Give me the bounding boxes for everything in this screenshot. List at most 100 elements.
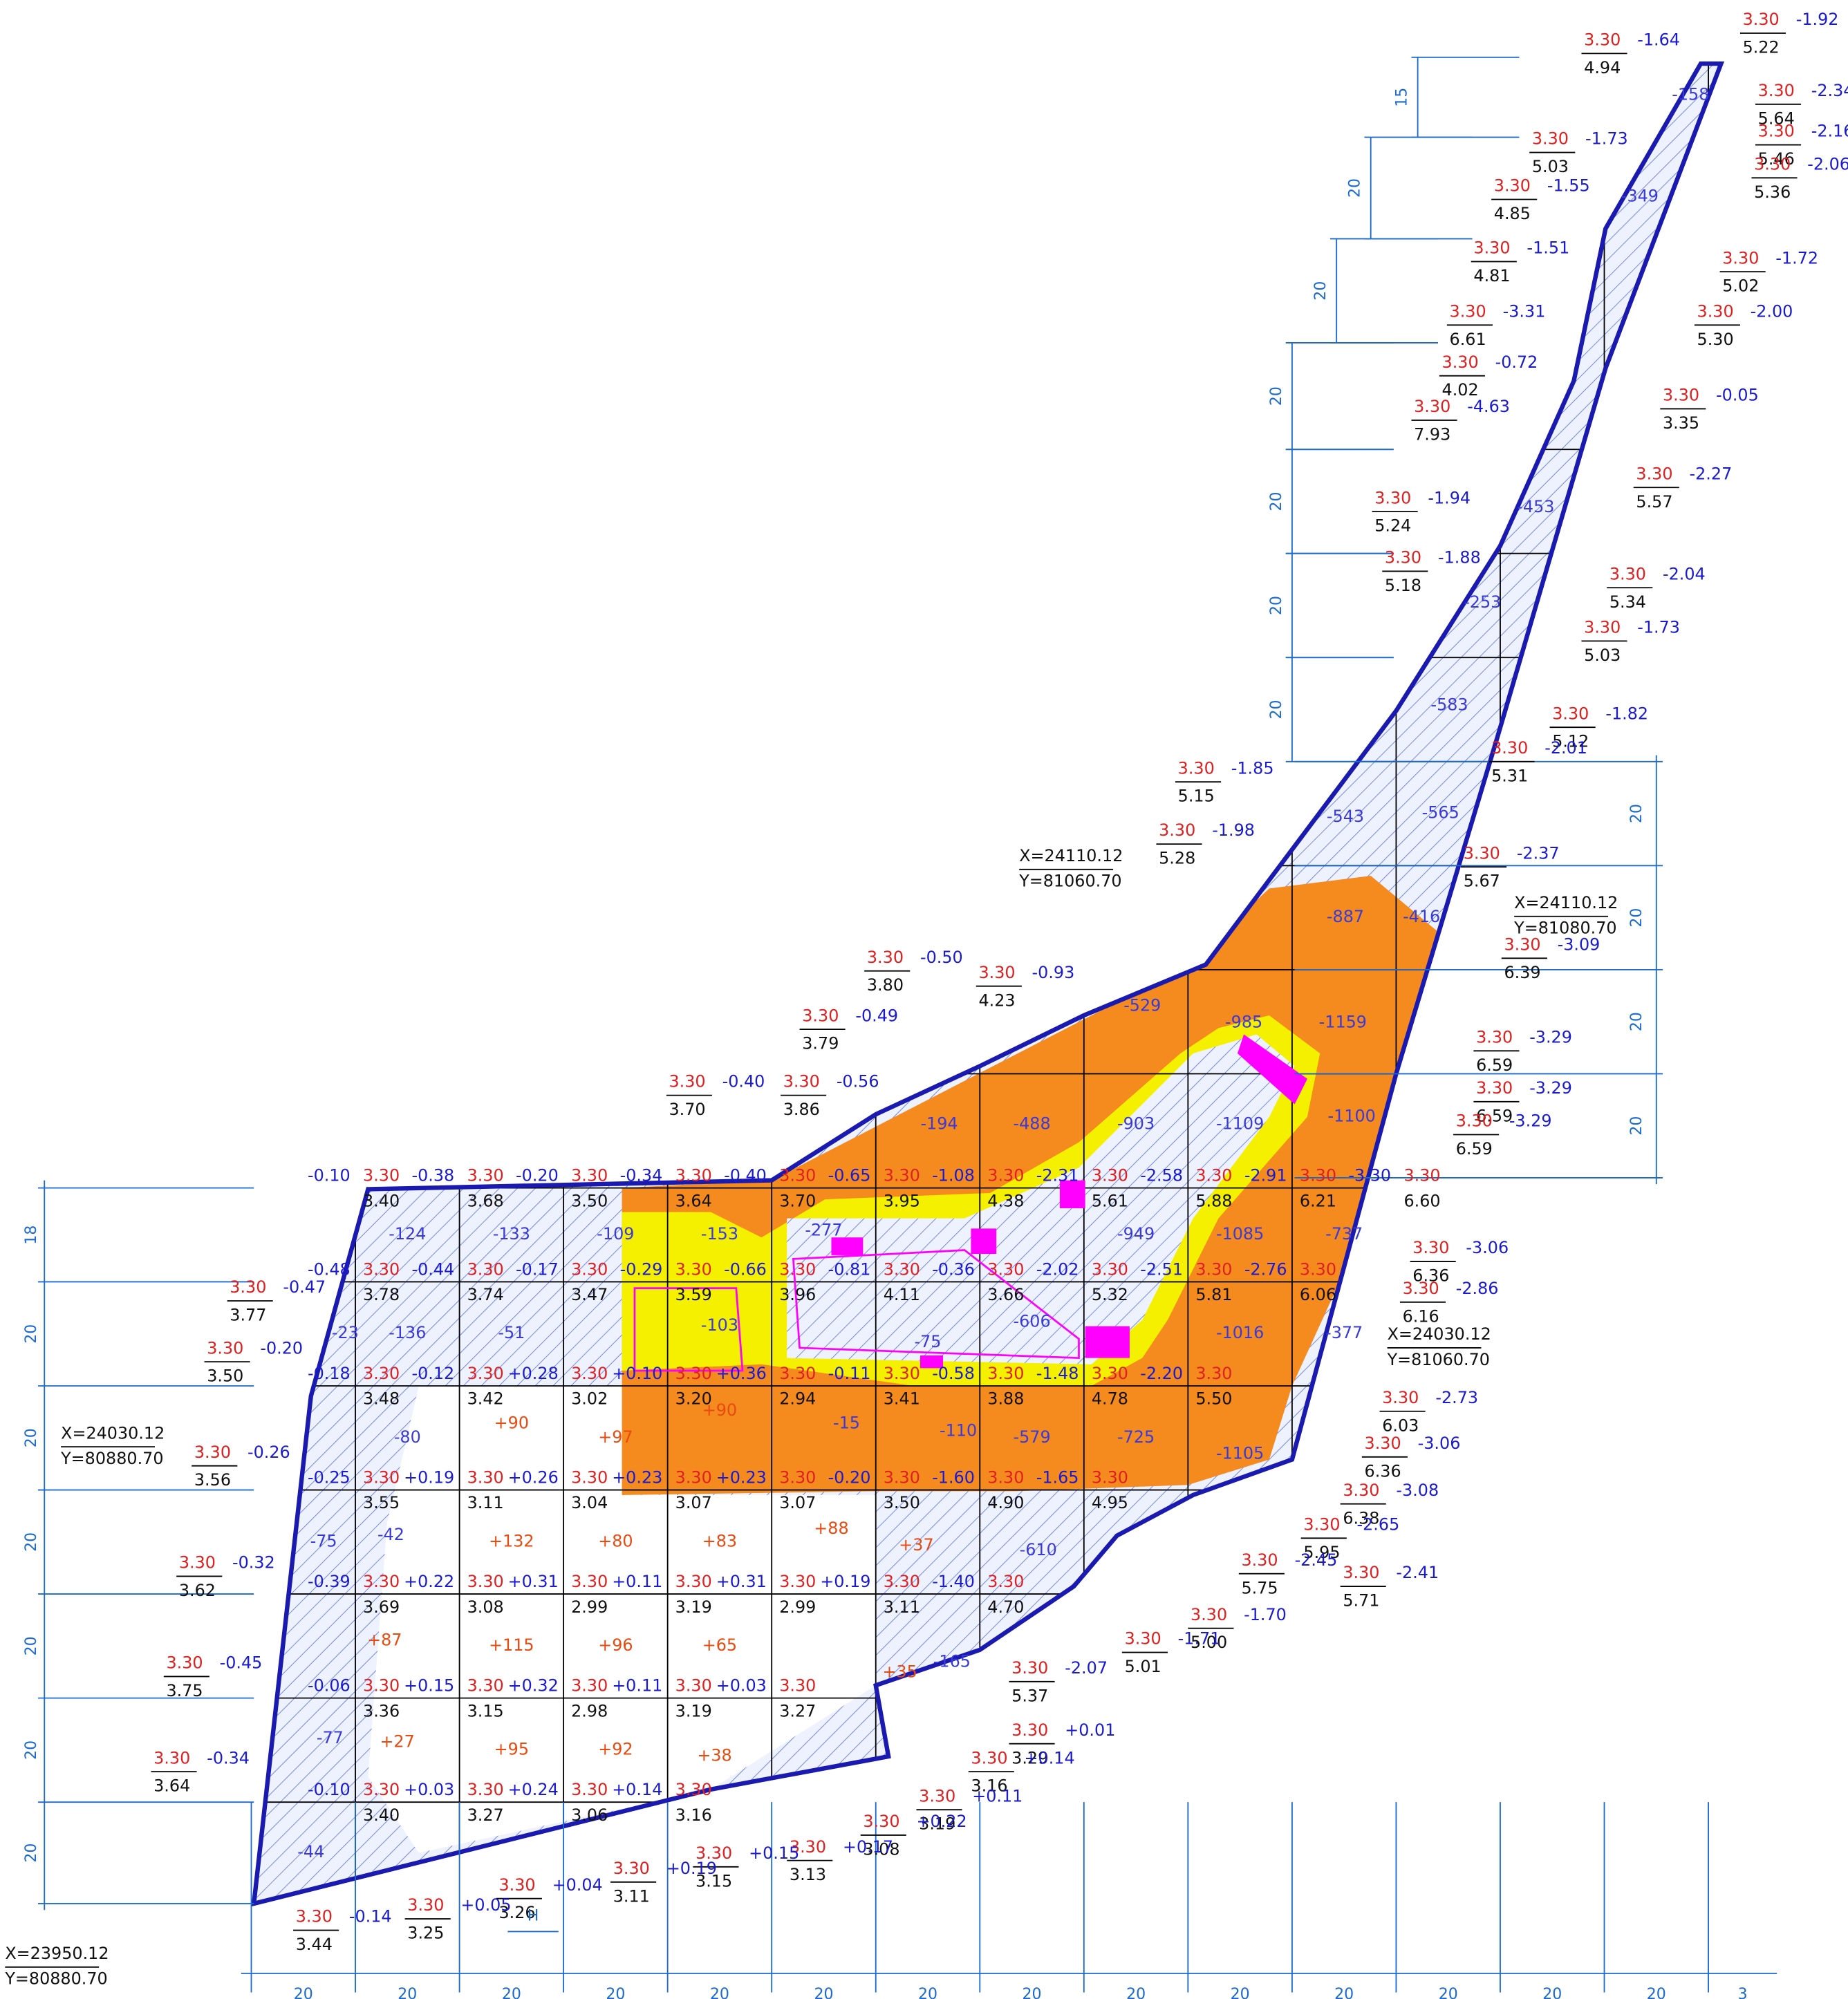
existing-elevation: 3.15: [696, 1871, 732, 1890]
design-elevation: 3.30: [1476, 1078, 1513, 1098]
existing-elevation: 5.03: [1532, 157, 1569, 176]
dim-label: 20: [918, 1986, 937, 1999]
work-mark: -1.55: [1547, 176, 1590, 196]
work-mark: -1.82: [1605, 704, 1648, 723]
existing-elevation: 6.59: [1476, 1106, 1513, 1125]
dim-label: 20: [1542, 1986, 1562, 1999]
work-mark: +0.19: [666, 1859, 717, 1878]
design-elevation: 3.30: [669, 1072, 705, 1091]
design-elevation: 3.30: [783, 1072, 820, 1091]
coord-y: Y=81060.70: [1387, 1350, 1490, 1369]
existing-elevation: 3.64: [153, 1776, 190, 1796]
work-mark: -0.65: [828, 1166, 871, 1185]
work-mark: +0.14: [612, 1780, 662, 1799]
work-mark: -1.73: [1585, 129, 1628, 149]
work-mark: -0.66: [724, 1259, 767, 1279]
work-mark: +0.15: [404, 1676, 454, 1696]
existing-elevation: 4.02: [1442, 380, 1479, 400]
design-elevation: 3.30: [467, 1780, 504, 1799]
cell-volume: +90: [702, 1400, 737, 1420]
existing-elevation: 3.29: [1011, 1748, 1048, 1767]
existing-elevation: 3.50: [571, 1191, 608, 1210]
dim-label: 20: [23, 1428, 40, 1447]
work-mark: -0.44: [412, 1259, 455, 1279]
existing-elevation: 3.36: [363, 1701, 400, 1720]
existing-elevation: 5.61: [1092, 1191, 1128, 1210]
cell-volume: +37: [899, 1535, 933, 1555]
existing-elevation: 3.16: [675, 1805, 712, 1825]
work-mark: -4.63: [1467, 397, 1510, 416]
work-mark: -3.06: [1418, 1434, 1461, 1453]
building-outlines: [633, 1249, 1080, 1372]
existing-elevation: 5.02: [1722, 276, 1759, 296]
coord-x: X=23950.12: [5, 1944, 109, 1963]
existing-elevation: 4.94: [1584, 58, 1621, 77]
design-elevation: 3.30: [363, 1468, 400, 1487]
design-elevation: 3.30: [779, 1364, 816, 1383]
work-mark: -3.30: [1348, 1166, 1391, 1185]
work-mark: -3.29: [1529, 1078, 1572, 1098]
work-mark: -0.48: [308, 1259, 351, 1279]
design-elevation: 3.30: [571, 1468, 608, 1487]
existing-elevation: 4.78: [1092, 1389, 1128, 1409]
cell-volume: -75: [915, 1332, 942, 1351]
design-elevation: 3.30: [1403, 1166, 1440, 1185]
design-elevation: 3.30: [467, 1364, 504, 1383]
cell-volume: -23: [332, 1323, 359, 1342]
cell-volume: -44: [297, 1842, 324, 1861]
existing-elevation: 4.11: [884, 1285, 920, 1304]
work-mark: -2.07: [1065, 1658, 1108, 1678]
work-mark: +0.31: [716, 1572, 767, 1591]
cell-volume: -887: [1327, 907, 1364, 926]
existing-elevation: 5.50: [1195, 1389, 1232, 1409]
dim-label: 20: [814, 1986, 833, 1999]
building: [971, 1228, 997, 1255]
design-elevation: 3.30: [1125, 1629, 1161, 1649]
design-elevation: 3.30: [1092, 1166, 1128, 1185]
cell-volume: +83: [702, 1531, 737, 1550]
work-mark: -0.45: [220, 1653, 263, 1673]
design-elevation: 3.30: [571, 1572, 608, 1591]
work-mark: -0.39: [308, 1572, 351, 1591]
design-elevation: 3.30: [467, 1259, 504, 1279]
dim-label: 20: [294, 1986, 313, 1999]
cell-volume: -133: [493, 1224, 530, 1243]
existing-elevation: 6.36: [1365, 1461, 1401, 1481]
cell-volume: -42: [377, 1525, 404, 1544]
work-mark: -2.20: [1140, 1364, 1183, 1383]
work-mark: -2.01: [1544, 738, 1587, 758]
design-elevation: 3.30: [675, 1468, 712, 1487]
dim-label: 20: [23, 1324, 40, 1344]
design-elevation: 3.30: [1011, 1658, 1048, 1678]
cell-volume: +90: [494, 1414, 529, 1433]
existing-elevation: 4.85: [1494, 204, 1531, 223]
cell-volume: -565: [1422, 803, 1459, 823]
design-elevation: 3.30: [675, 1676, 712, 1696]
existing-elevation: 5.01: [1125, 1657, 1161, 1676]
cell-volume: -949: [1117, 1224, 1155, 1243]
work-mark: +0.32: [508, 1676, 559, 1696]
work-mark: -3.29: [1509, 1111, 1552, 1131]
design-elevation: 3.30: [571, 1676, 608, 1696]
existing-elevation: 2.99: [571, 1597, 608, 1617]
existing-elevation: 5.12: [1552, 732, 1589, 751]
cell-volume: -985: [1225, 1012, 1262, 1031]
work-mark: -1.72: [1775, 248, 1818, 268]
existing-elevation: 5.95: [1303, 1543, 1340, 1562]
existing-elevation: 3.16: [971, 1776, 1007, 1796]
design-elevation: 3.30: [1552, 704, 1589, 723]
work-mark: +0.11: [612, 1572, 662, 1591]
existing-elevation: 3.64: [675, 1191, 712, 1210]
existing-elevation: 3.08: [467, 1597, 504, 1617]
work-mark: -1.92: [1796, 10, 1839, 29]
cell-volume: -583: [1430, 695, 1468, 715]
design-elevation: 3.30: [1365, 1434, 1401, 1453]
work-mark: -0.47: [283, 1277, 326, 1297]
existing-elevation: 3.27: [779, 1701, 816, 1720]
cell-volume: -80: [394, 1427, 421, 1447]
work-mark: +0.23: [612, 1468, 662, 1487]
existing-elevation: 3.56: [194, 1470, 231, 1490]
cell-volume: -725: [1117, 1427, 1155, 1447]
existing-elevation: 4.38: [987, 1191, 1024, 1210]
work-mark: -0.93: [1032, 963, 1075, 982]
